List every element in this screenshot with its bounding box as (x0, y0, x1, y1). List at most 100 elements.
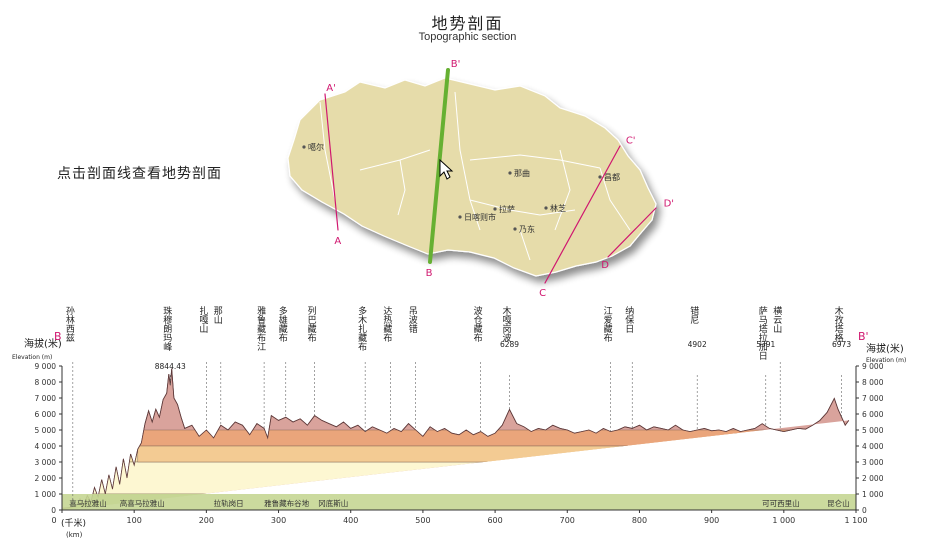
city-gar: 噶尔 (302, 142, 324, 152)
city-dot (302, 145, 306, 149)
annotation-label: 那山 (212, 306, 223, 324)
city-dot (544, 206, 548, 210)
annotation-marker: 江爱藏布 (602, 306, 613, 432)
x-tick-label: 600 (487, 516, 502, 525)
instruction-text: 点击剖面线查看地势剖面 (57, 166, 222, 182)
annotation-marker: 雅鲁藏布江 (255, 305, 266, 429)
annotation-marker: 波仓藏布 (472, 305, 483, 432)
city-shigatse: 日喀则市 (458, 212, 496, 222)
annotation-marker: 错尼 4902 (688, 305, 707, 430)
x-tick-label: 500 (415, 516, 430, 525)
annotation-label: 列巴藏布 (306, 305, 317, 343)
city-label: 那曲 (514, 168, 530, 178)
city-label: 拉萨 (499, 204, 515, 214)
annotation-marker: 多雄藏布 (277, 305, 288, 418)
city-dot (458, 215, 462, 219)
y-tick-label: 8 000 (862, 378, 884, 387)
annotation-label: 木孜塔格 (833, 305, 844, 343)
annotation-label: 孙林西兹 (64, 305, 75, 342)
section-line-dd[interactable]: D' D (601, 199, 674, 271)
annotation-label: 多木扎藏布 (356, 305, 367, 352)
section-start-marker: B (54, 330, 62, 343)
annotation-label: 波仓藏布 (472, 305, 483, 343)
city-dot (598, 175, 602, 179)
y-tick-label: 6 000 (35, 410, 57, 419)
city-nedong: 乃东 (513, 224, 535, 234)
region-label: 雅鲁藏布谷地 (264, 498, 309, 508)
annotation-marker: 达热藏布 (381, 305, 392, 431)
annotation-marker: 孙林西兹 (64, 305, 75, 507)
section-start-label: B' (451, 59, 461, 70)
x-tick-label: 100 (127, 516, 142, 525)
annotation-value: 8844.43 (155, 362, 186, 371)
y-tick-label: 8 000 (35, 378, 57, 387)
city-dot (493, 207, 497, 211)
city-label: 日喀则市 (464, 212, 496, 222)
y-axis-label-en: Elevation (m) (12, 354, 52, 361)
y-tick-label: 6 000 (862, 410, 884, 419)
x-tick-label: 1 100 (845, 516, 868, 525)
x-tick-label: 900 (704, 516, 719, 525)
section-start-label: D' (664, 199, 674, 210)
annotation-marker: 珠穆朗玛峰 8844.43 (155, 305, 186, 386)
region-label: 昆仑山 (827, 498, 850, 508)
internal-borders (319, 91, 631, 261)
profile-outline (61, 368, 850, 510)
x-tick-label: 300 (271, 516, 286, 525)
y-axis-label: 海拔(米) (24, 337, 62, 350)
base-strip (62, 494, 856, 510)
city-qamdo: 昌都 (598, 173, 620, 182)
section-end-label: D (601, 260, 609, 271)
region-shape (287, 77, 657, 277)
y-tick-label: 0 (51, 506, 56, 515)
page-subtitle: Topographic section (418, 31, 517, 43)
annotation-marker: 吊波错 (407, 306, 418, 430)
y-tick-label: 5 000 (35, 426, 57, 435)
annotation-marker: 扎嘎山 (197, 305, 208, 430)
annotation-value: 5391 (756, 340, 775, 349)
section-line-stroke[interactable] (428, 68, 450, 264)
y-tick-label: 5 000 (862, 426, 884, 435)
annotation-value: 6289 (500, 340, 519, 349)
section-end-label: B (426, 268, 433, 279)
region-label: 喜马拉雅山 (69, 498, 107, 508)
region-label: 高喜马拉雅山 (120, 498, 165, 508)
city-dot (508, 171, 512, 175)
y-tick-label: 9 000 (862, 362, 884, 371)
city-nagqu: 那曲 (508, 168, 530, 178)
annotation-label: 错尼 (688, 305, 699, 325)
annotation-label: 雅鲁藏布江 (255, 305, 266, 352)
y-tick-label: 9 000 (35, 362, 57, 371)
annotation-value: 4902 (688, 340, 707, 349)
y-tick-label: 2 000 (862, 474, 884, 483)
x-tick-label: 0 (51, 516, 56, 525)
y-tick-label: 4 000 (35, 442, 57, 451)
annotation-label: 多雄藏布 (277, 305, 288, 343)
y-tick-label: 3 000 (862, 458, 884, 467)
x-tick-label: 400 (343, 516, 358, 525)
section-line-cc[interactable]: C' C (539, 136, 635, 299)
y-tick-label: 1 000 (35, 490, 57, 499)
page-title: 地势剖面 (431, 14, 504, 33)
section-line-stroke[interactable] (544, 145, 621, 284)
city-lhasa: 拉萨 (493, 204, 515, 214)
section-line-stroke[interactable] (324, 93, 339, 231)
annotation-marker: 纳保日 (623, 305, 634, 429)
annotation-marker: 横云山 (771, 305, 782, 431)
annotation-label: 江爱藏布 (602, 306, 613, 343)
section-line-aa[interactable]: A' A (324, 83, 341, 247)
region-label: 拉轨岗日 (214, 498, 244, 508)
section-end-label: A (334, 236, 341, 247)
city-label: 昌都 (604, 173, 620, 182)
section-line-bb[interactable]: B' B (426, 59, 461, 279)
city-dot (513, 227, 517, 231)
y-tick-label: 3 000 (35, 458, 57, 467)
y-tick-label: 2 000 (35, 474, 57, 483)
section-line-stroke[interactable] (607, 207, 657, 258)
annotation-label: 木嘎岗波 (501, 305, 512, 343)
annotation-label: 吊波错 (407, 306, 418, 334)
